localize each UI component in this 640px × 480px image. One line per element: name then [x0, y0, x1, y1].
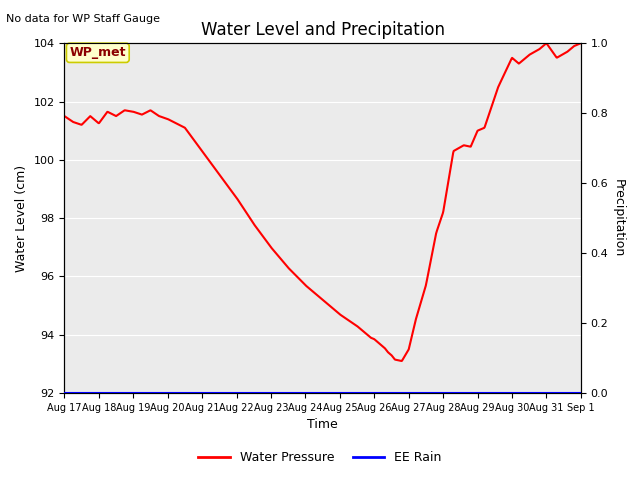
- Y-axis label: Water Level (cm): Water Level (cm): [15, 165, 28, 272]
- Title: Water Level and Precipitation: Water Level and Precipitation: [200, 21, 445, 39]
- Legend: Water Pressure, EE Rain: Water Pressure, EE Rain: [193, 446, 447, 469]
- Y-axis label: Precipitation: Precipitation: [612, 179, 625, 257]
- X-axis label: Time: Time: [307, 419, 338, 432]
- Text: No data for WP Staff Gauge: No data for WP Staff Gauge: [6, 14, 161, 24]
- Text: WP_met: WP_met: [70, 47, 126, 60]
